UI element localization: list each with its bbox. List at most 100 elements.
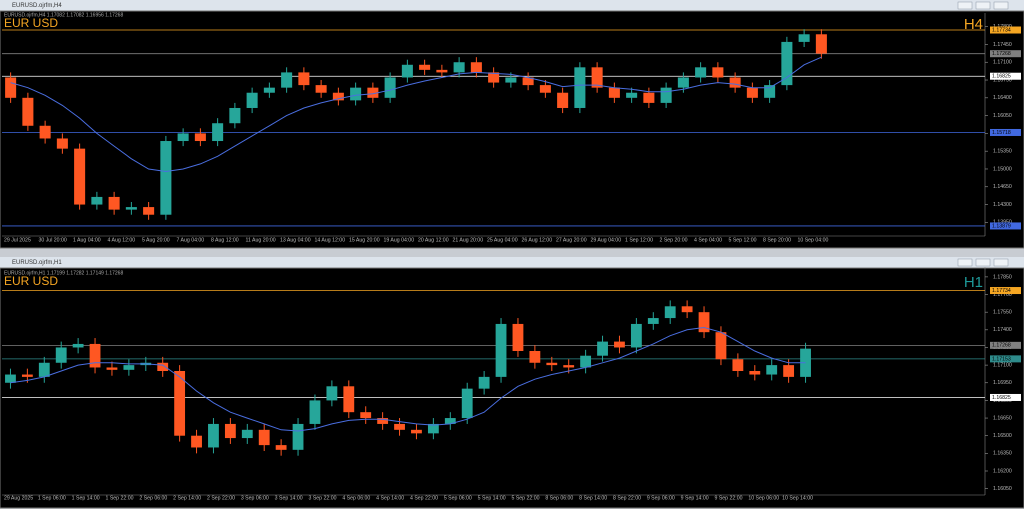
y-tick-label: 1.17100	[993, 362, 1012, 368]
candle-body	[574, 67, 586, 108]
candle-body	[512, 323, 524, 351]
x-tick-label: 14 Aug 12:00	[315, 237, 346, 243]
price-level-tag	[990, 128, 1021, 136]
candle-body	[21, 374, 33, 377]
moving-average	[10, 56, 822, 173]
candle-body	[781, 41, 793, 86]
x-tick-label: 4 Sep 22:00	[410, 495, 438, 501]
x-tick-label: 25 Aug 04:00	[487, 237, 518, 243]
candle-body	[580, 355, 592, 368]
candle-body	[626, 92, 638, 98]
x-tick-label: 27 Aug 20:00	[556, 237, 587, 243]
minimize-button[interactable]	[957, 258, 973, 267]
candle-body	[522, 77, 534, 86]
candle-body	[332, 92, 344, 101]
candle-body	[677, 77, 689, 88]
candle-body	[38, 362, 50, 377]
x-tick-label: 2 Sep 22:00	[207, 495, 235, 501]
x-tick-label: 4 Sep 04:00	[694, 237, 722, 243]
x-tick-label: 29 Jul 2025	[4, 237, 31, 243]
candle-body	[411, 429, 422, 434]
x-tick-label: 9 Sep 06:00	[647, 495, 675, 501]
y-tick-label: 1.17450	[993, 42, 1012, 48]
candle-body	[298, 72, 310, 86]
candle-body	[470, 62, 482, 73]
candle-body	[695, 67, 707, 78]
candle-body	[72, 343, 84, 348]
x-tick-label: 13 Aug 04:00	[280, 237, 311, 243]
x-tick-label: 8 Sep 14:00	[579, 495, 607, 501]
price-level-tag	[990, 50, 1021, 58]
candle-body	[360, 412, 372, 419]
chart-window[interactable]	[0, 267, 1024, 509]
x-tick-label: 1 Sep 14:00	[72, 495, 100, 501]
candle-body	[597, 341, 608, 356]
candle-body	[539, 85, 551, 93]
candle-body	[157, 362, 169, 371]
x-tick-label: 4 Sep 14:00	[376, 495, 404, 501]
x-tick-label: 9 Sep 14:00	[681, 495, 709, 501]
candle-body	[749, 371, 761, 375]
x-tick-label: 4 Sep 06:00	[342, 495, 370, 501]
candle-body	[56, 138, 68, 149]
candle-body	[123, 365, 135, 370]
price-level-label: 1.17268	[992, 343, 1011, 349]
candle-body	[143, 207, 155, 215]
candle-body	[384, 77, 396, 98]
x-tick-label: 9 Sep 22:00	[715, 495, 743, 501]
x-tick-label: 10 Sep 04:00	[798, 237, 829, 243]
x-tick-label: 10 Sep 06:00	[748, 495, 779, 501]
candle-body	[608, 87, 620, 98]
close-button[interactable]	[993, 1, 1009, 10]
candle-body	[394, 423, 405, 430]
price-level-tag	[990, 355, 1021, 363]
candle-body	[191, 435, 202, 448]
x-tick-label: 10 Sep 14:00	[782, 495, 813, 501]
x-tick-label: 3 Sep 06:00	[241, 495, 269, 501]
candle-body	[783, 365, 795, 377]
x-tick-label: 8 Sep 06:00	[545, 495, 573, 501]
candle-body	[89, 343, 101, 368]
candle-body	[643, 92, 655, 103]
y-tick-label: 1.16400	[993, 95, 1012, 101]
maximize-button[interactable]	[975, 258, 991, 267]
close-button[interactable]	[993, 258, 1009, 267]
y-tick-label: 1.16750	[993, 77, 1012, 83]
candle-body	[557, 92, 569, 108]
candle-body	[246, 92, 258, 108]
y-tick-label: 1.16200	[993, 468, 1012, 474]
x-tick-label: 30 Jul 20:00	[39, 237, 67, 243]
price-level-tag	[990, 72, 1021, 80]
candle-body	[229, 107, 241, 124]
symbol-title: EUR USD	[4, 274, 58, 288]
timeframe: H1	[964, 274, 983, 291]
candle-body	[108, 196, 120, 210]
maximize-button[interactable]	[975, 1, 991, 10]
candle-body	[764, 85, 776, 98]
x-tick-label: 5 Sep 06:00	[444, 495, 472, 501]
candle-body	[563, 365, 575, 368]
symbol-header: EURUSD.ojrfm,H1 1.17199 1.17282 1.17149 …	[4, 270, 123, 276]
price-level-label: 1.13879	[992, 223, 1011, 229]
candle-body	[529, 351, 541, 363]
moving-average	[10, 326, 806, 432]
x-tick-label: 1 Sep 22:00	[106, 495, 134, 501]
candle-body	[815, 34, 827, 54]
minimize-button[interactable]	[957, 1, 973, 10]
x-tick-label: 29 Aug 2025	[4, 495, 33, 501]
price-level-label: 1.17734	[992, 288, 1011, 294]
candle-body	[377, 418, 389, 424]
candle-body	[712, 67, 724, 78]
y-tick-label: 1.16050	[993, 113, 1012, 119]
window-title: EURUSD.ojrfm,H1	[12, 260, 62, 266]
x-tick-label: 8 Aug 12:00	[211, 237, 239, 243]
candle-body	[461, 388, 473, 419]
candle-body	[427, 423, 439, 434]
candle-body	[546, 362, 558, 366]
x-tick-label: 4 Aug 12:00	[108, 237, 136, 243]
candle-body	[505, 77, 517, 83]
candle-body	[798, 34, 810, 42]
price-level-label: 1.17268	[992, 51, 1011, 57]
candle-body	[326, 386, 338, 401]
